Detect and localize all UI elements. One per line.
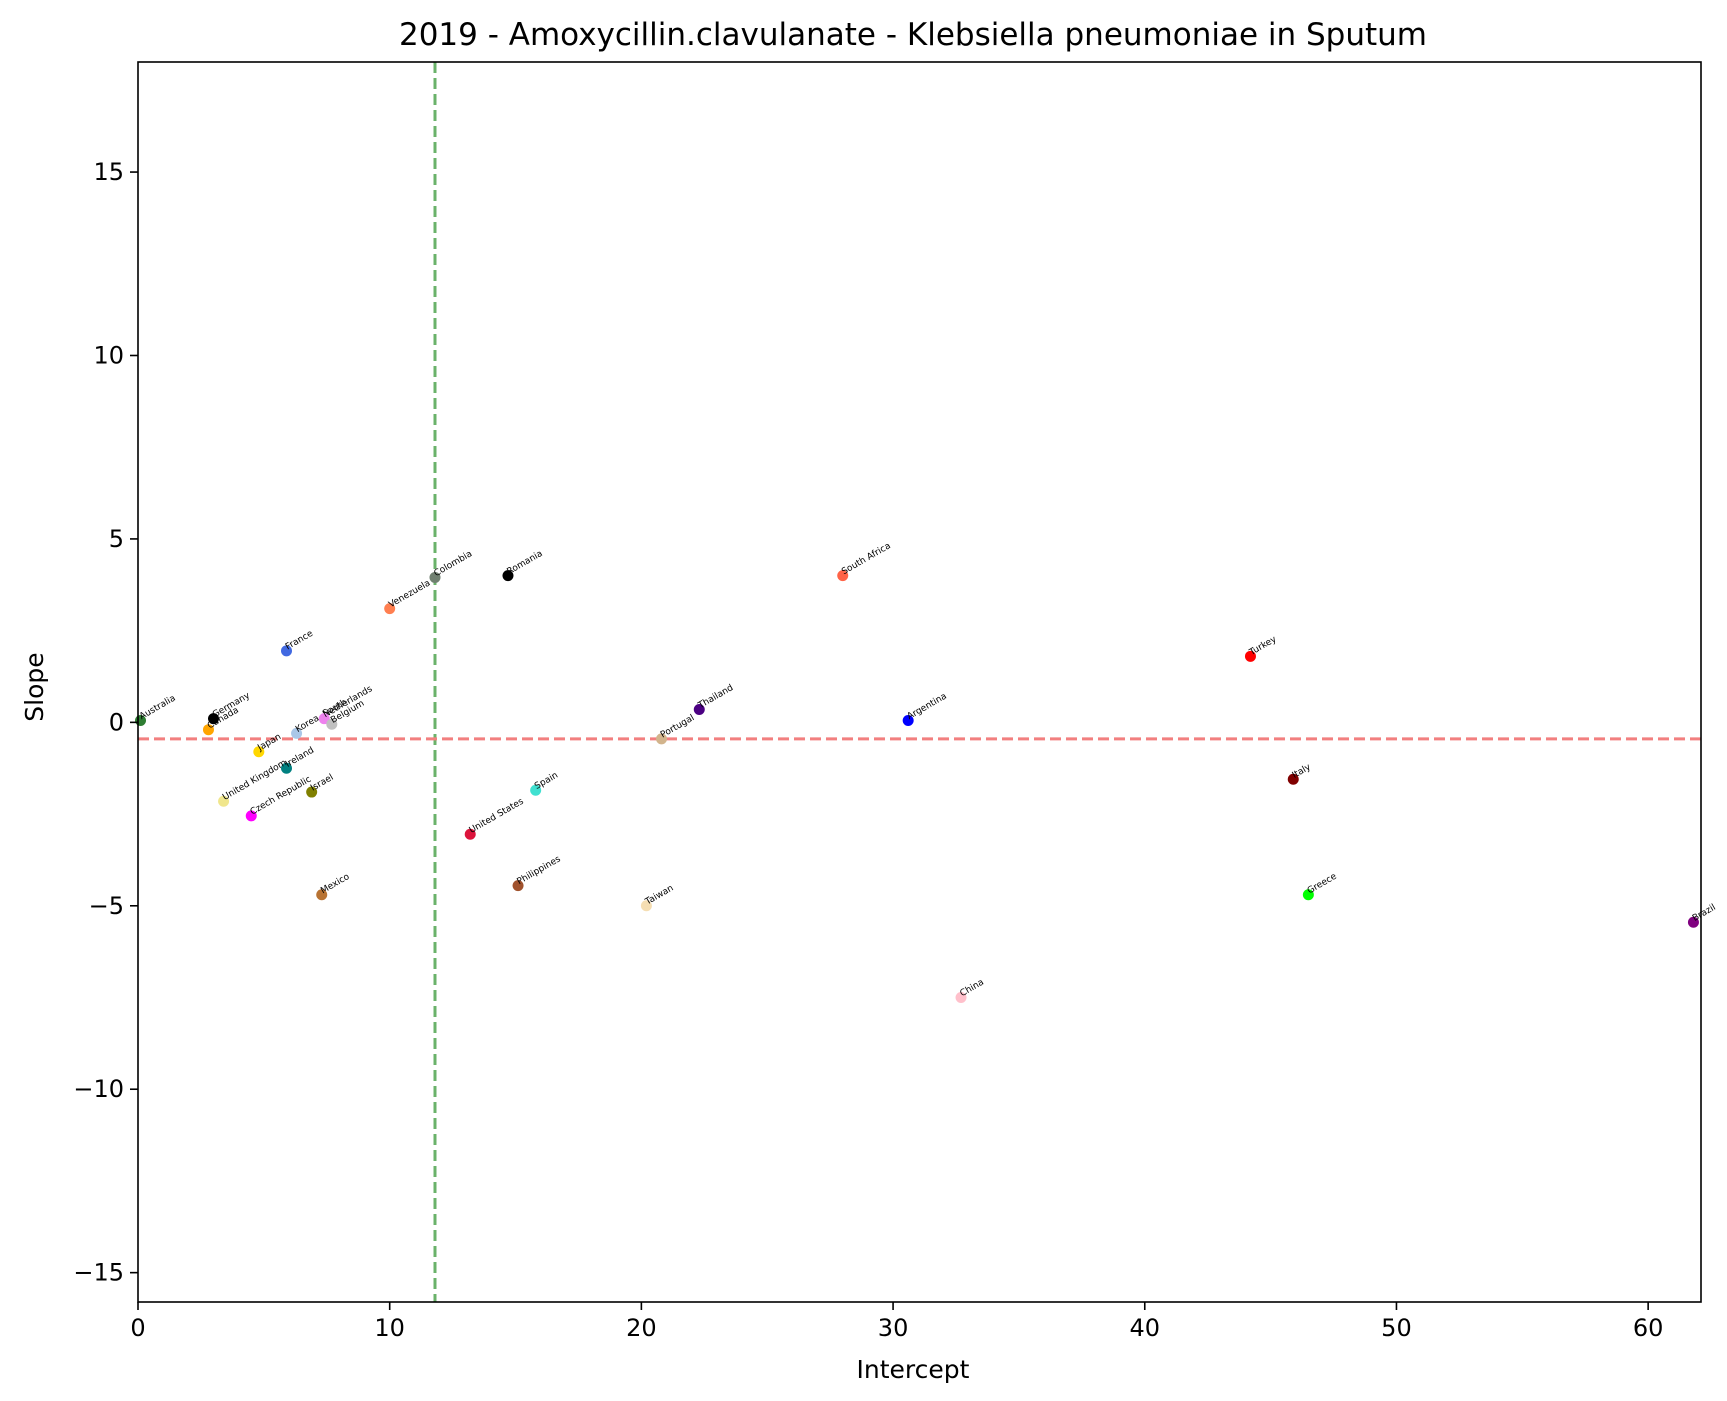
data-point bbox=[1287, 773, 1299, 785]
data-point bbox=[502, 570, 514, 582]
data-point bbox=[306, 786, 318, 798]
y-tick-label: −10 bbox=[73, 1075, 124, 1103]
data-point bbox=[253, 746, 265, 758]
data-point bbox=[1302, 889, 1314, 901]
data-point bbox=[280, 762, 292, 774]
y-tick-label: 10 bbox=[93, 341, 124, 369]
x-tick-label: 40 bbox=[1129, 1314, 1160, 1342]
data-point bbox=[837, 570, 849, 582]
data-point bbox=[530, 784, 542, 796]
y-tick-label: 15 bbox=[93, 158, 124, 186]
x-tick-label: 0 bbox=[130, 1314, 145, 1342]
data-point bbox=[208, 713, 220, 725]
x-axis-label: Intercept bbox=[857, 1355, 970, 1384]
y-tick-label: −5 bbox=[89, 892, 124, 920]
data-point bbox=[512, 880, 524, 892]
data-point bbox=[1244, 650, 1256, 662]
chart-title: 2019 - Amoxycillin.clavulanate - Klebsie… bbox=[399, 17, 1427, 53]
data-point bbox=[291, 727, 303, 739]
y-tick-label: 5 bbox=[109, 525, 124, 553]
data-point bbox=[245, 810, 257, 822]
data-point bbox=[316, 889, 328, 901]
y-axis-label: Slope bbox=[20, 652, 49, 721]
x-tick-label: 10 bbox=[374, 1314, 405, 1342]
data-point bbox=[326, 718, 338, 730]
data-point bbox=[280, 645, 292, 657]
data-point bbox=[1687, 916, 1699, 928]
x-tick-label: 60 bbox=[1633, 1314, 1664, 1342]
data-point bbox=[656, 733, 668, 745]
data-point bbox=[955, 992, 967, 1004]
data-point bbox=[429, 571, 441, 583]
data-point bbox=[318, 713, 330, 725]
data-point bbox=[218, 795, 230, 807]
data-point bbox=[693, 704, 705, 716]
x-tick-label: 30 bbox=[878, 1314, 909, 1342]
data-point bbox=[640, 900, 652, 912]
data-point bbox=[902, 715, 914, 727]
x-tick-label: 20 bbox=[626, 1314, 657, 1342]
data-point bbox=[202, 724, 214, 736]
y-tick-label: −15 bbox=[73, 1259, 124, 1287]
data-point bbox=[384, 603, 396, 615]
axes: 0 10 20 30 40 50 60 −15 −10 −5 0 5 10 15 bbox=[73, 158, 1663, 1342]
plot-frame bbox=[137, 61, 1702, 1303]
data-point bbox=[464, 828, 476, 840]
x-tick-label: 50 bbox=[1381, 1314, 1412, 1342]
y-tick-label: 0 bbox=[109, 708, 124, 736]
